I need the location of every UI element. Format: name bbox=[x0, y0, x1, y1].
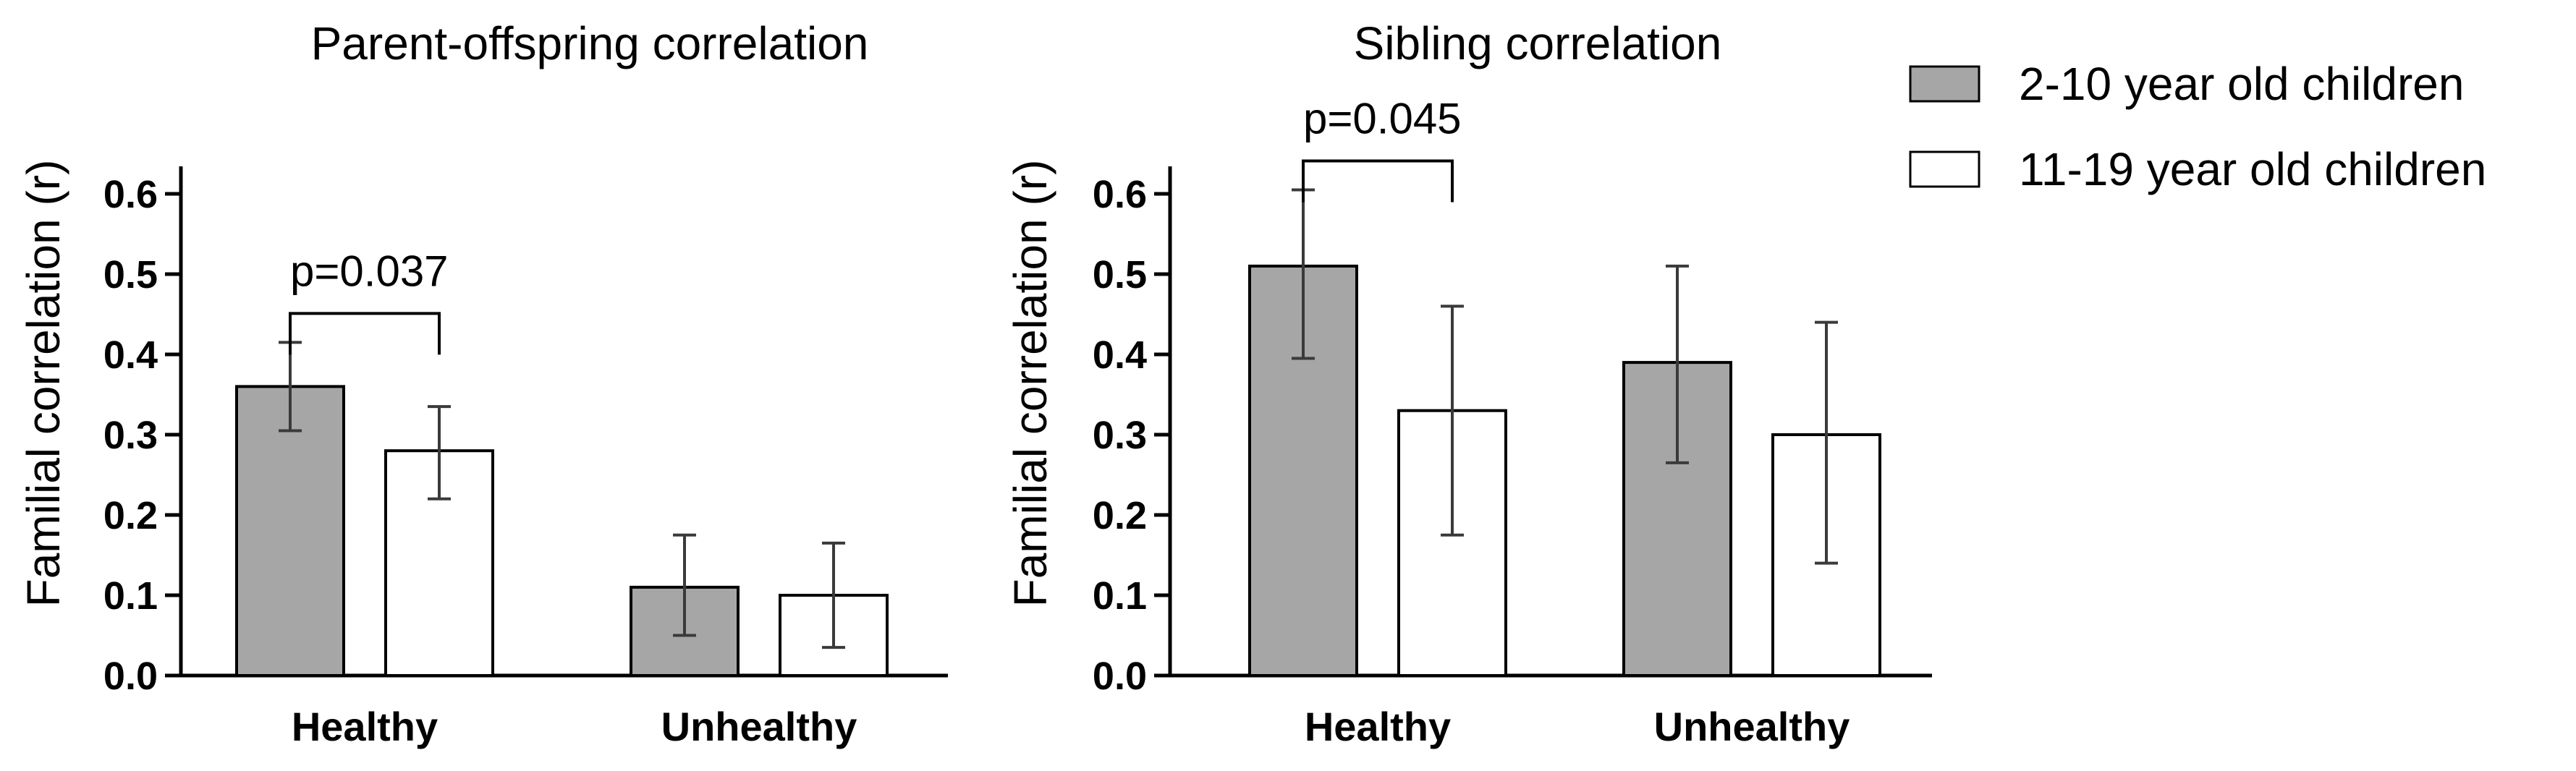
y-axis-label: Familial correlation (r) bbox=[17, 160, 69, 608]
y-tick-label: 0.1 bbox=[1093, 574, 1147, 618]
legend-swatch-11-19 bbox=[1909, 150, 1980, 188]
y-tick-label: 0.2 bbox=[103, 494, 158, 537]
y-tick-label: 0.1 bbox=[103, 574, 158, 618]
y-tick-label: 0.6 bbox=[103, 173, 158, 216]
x-category-label: Unhealthy bbox=[1654, 704, 1850, 749]
chart-sibling: Sibling correlation Familial correlation… bbox=[1004, 17, 1932, 749]
legend-item: 11-19 year old children bbox=[1909, 143, 2486, 195]
x-category-label: Unhealthy bbox=[661, 704, 857, 749]
y-tick-label: 0.0 bbox=[1093, 655, 1147, 698]
legend-label: 11-19 year old children bbox=[2019, 143, 2486, 195]
significance-label: p=0.037 bbox=[290, 247, 449, 295]
chart-title: Parent-offspring correlation bbox=[311, 17, 869, 69]
y-tick-label: 0.5 bbox=[1093, 253, 1147, 297]
bar bbox=[235, 385, 345, 678]
legend-label: 2-10 year old children bbox=[2019, 58, 2464, 110]
y-tick-label: 0.3 bbox=[1093, 414, 1147, 457]
y-tick-label: 0.3 bbox=[103, 414, 158, 457]
legend-swatch-2-10 bbox=[1909, 65, 1980, 103]
y-tick-label: 0.5 bbox=[103, 253, 158, 297]
y-tick-label: 0.2 bbox=[1093, 494, 1147, 537]
x-category-label: Healthy bbox=[1305, 704, 1451, 749]
chart-parent-offspring: Parent-offspring correlation Familial co… bbox=[17, 17, 948, 749]
chart-title: Sibling correlation bbox=[1354, 17, 1722, 69]
x-category-label: Healthy bbox=[292, 704, 438, 749]
y-tick-label: 0.0 bbox=[103, 655, 158, 698]
y-tick-label: 0.6 bbox=[1093, 173, 1147, 216]
significance-bracket bbox=[1302, 159, 1454, 203]
significance-label: p=0.045 bbox=[1303, 94, 1462, 142]
y-tick-label: 0.4 bbox=[1093, 333, 1147, 377]
legend: 2-10 year old children 11-19 year old ch… bbox=[1909, 58, 2486, 195]
legend-item: 2-10 year old children bbox=[1909, 58, 2464, 110]
y-axis-label: Familial correlation (r) bbox=[1004, 160, 1056, 608]
y-tick-label: 0.4 bbox=[103, 333, 158, 377]
significance-bracket bbox=[289, 312, 441, 355]
